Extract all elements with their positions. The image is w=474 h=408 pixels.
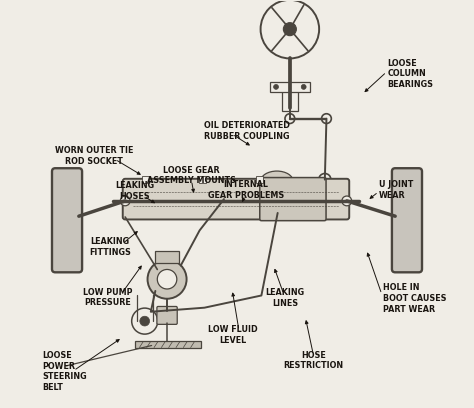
Text: LEAKING
FITTINGS: LEAKING FITTINGS [89,237,131,257]
FancyBboxPatch shape [135,341,201,348]
Circle shape [273,84,278,89]
Circle shape [283,23,296,35]
Ellipse shape [261,171,293,191]
Text: LOW FLUID
LEVEL: LOW FLUID LEVEL [208,325,258,345]
Ellipse shape [264,185,289,213]
Text: LEAKING
LINES: LEAKING LINES [265,288,304,308]
FancyBboxPatch shape [282,84,298,111]
Text: LEAKING
HOSES: LEAKING HOSES [115,181,154,201]
FancyBboxPatch shape [155,251,179,263]
Text: LOW PUMP
PRESSURE: LOW PUMP PRESSURE [83,288,133,307]
FancyBboxPatch shape [52,168,82,272]
Text: WORN OUTER TIE
ROD SOCKET: WORN OUTER TIE ROD SOCKET [55,146,133,166]
FancyBboxPatch shape [157,306,177,324]
Circle shape [301,84,306,89]
Bar [256,176,263,183]
Text: U JOINT
WEAR: U JOINT WEAR [379,180,413,200]
FancyBboxPatch shape [392,168,422,272]
Circle shape [319,173,331,186]
Circle shape [147,260,187,299]
FancyBboxPatch shape [270,82,310,92]
Circle shape [132,308,158,334]
Circle shape [157,269,177,289]
Text: INTERNAL
GEAR PROBLEMS: INTERNAL GEAR PROBLEMS [208,180,284,200]
FancyBboxPatch shape [260,177,326,221]
Circle shape [321,114,331,124]
Text: LOOSE
POWER
STEERING
BELT: LOOSE POWER STEERING BELT [43,351,87,392]
Text: HOLE IN
BOOT CAUSES
PART WEAR: HOLE IN BOOT CAUSES PART WEAR [383,283,446,314]
Circle shape [342,196,352,206]
FancyBboxPatch shape [123,179,349,220]
Circle shape [140,316,150,326]
Bar [199,176,206,183]
Text: HOSE
RESTRICTION: HOSE RESTRICTION [283,350,344,370]
Circle shape [120,196,130,206]
Text: LOOSE
COLUMN
BEARINGS: LOOSE COLUMN BEARINGS [387,59,433,89]
Bar [142,176,149,183]
Text: LOOSE GEAR
ASSEMBLY MOUNTS: LOOSE GEAR ASSEMBLY MOUNTS [147,166,236,185]
Text: OIL DETERIORATED
RUBBER COUPLING: OIL DETERIORATED RUBBER COUPLING [204,121,291,141]
Circle shape [285,114,295,124]
